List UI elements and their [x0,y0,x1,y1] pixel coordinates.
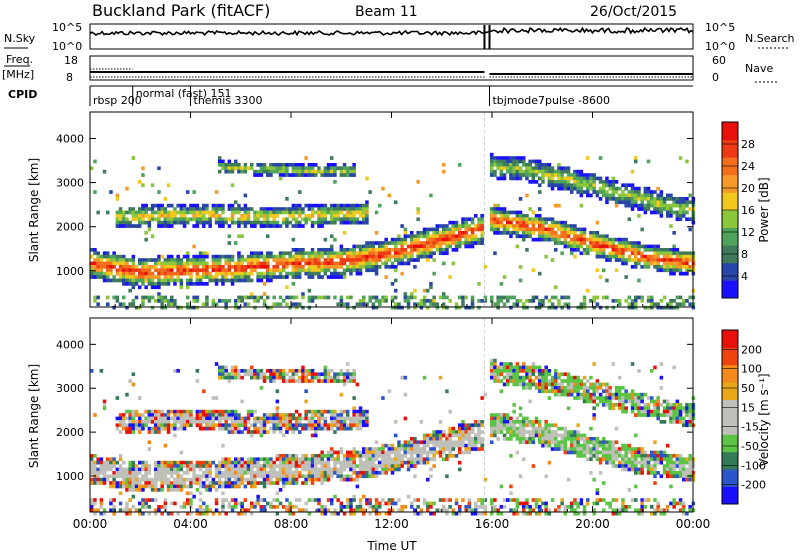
colorbar-tick-label: 100 [741,363,762,376]
colorbar-segment [722,451,738,470]
freq-frame [89,55,694,81]
x-tick-label: 20:00 [575,517,610,531]
freq-tick-top: 18 [64,54,78,67]
colorbar-tick-label: 8 [741,248,748,261]
x-tick-label: 00:00 [676,517,711,531]
cpid-segment-label: rbsp 200 [93,94,142,107]
colorbar-segment [722,139,738,158]
colorbar-segment [722,210,738,228]
colorbar-segment [722,382,738,400]
power-colorbar-title: Power [dB] [757,177,771,242]
heatmap-cells [90,152,696,310]
power-colorbar: 28 24 20 16 12 8 4 [721,121,755,299]
colorbar-tick-label: -50 [741,440,759,453]
colorbar-frame [721,329,739,505]
freq-panel [89,55,694,81]
heatmap-cells [90,358,696,516]
colorbar-segment [722,122,738,140]
nsearch-tick-top: 10^5 [705,21,735,34]
freq-unit: [MHz] [2,68,34,81]
colorbar-tick-label: 200 [741,343,762,356]
colorbar-tick-label: -100 [741,459,766,472]
colorbar-segment [722,330,738,348]
y-tick-label: 2000 [56,221,84,234]
power-heatmap: 1000 2000 3000 4000 [56,111,696,310]
y-tick-label: 1000 [56,470,84,483]
cpid-label: CPID [8,88,37,101]
cpid-segment-label: tbjmode7pulse -8600 [492,94,610,107]
y-tick-label: 3000 [56,177,84,190]
y-tick-label: 4000 [56,132,84,145]
colorbar-segment [722,364,738,383]
cpid-segment-label: themis 3300 [194,94,263,107]
colorbar-segment [722,469,738,487]
colorbar-tick-label: 4 [741,270,748,283]
velocity-heatmap: 1000 2000 3000 4000 00:00 04:00 08:00 12:00 16:0… [56,317,711,531]
nave-tick-top: 60 [712,54,726,67]
nave-label: Nave [745,62,773,75]
colorbar-tick-label: 16 [741,204,755,217]
colorbar-segment [722,347,738,366]
beam-label: Beam 11 [355,4,418,20]
nsearch-label: N.Search [745,32,795,45]
y-tick-label: 3000 [56,382,84,395]
x-tick-label: 04:00 [173,517,208,531]
colorbar-tick-label: -15 [741,421,759,434]
freq-tick-bottom: 8 [66,71,73,84]
colorbar-tick-label: 12 [741,226,755,239]
nsky-tick-bottom: 10^0 [52,40,82,53]
nsky-label: N.Sky [4,32,36,45]
nsky-frame [89,23,694,50]
power-ylabel: Slant Range [km] [27,158,41,262]
velocity-colorbar-title: Velocity [m s⁻¹] [757,373,771,466]
x-axis-label: Time UT [366,539,417,553]
nsky-trace [89,26,694,37]
site-title: Buckland Park (fitACF) [92,1,270,20]
date-label: 26/Oct/2015 [590,4,677,20]
freq-label: Freq. [6,53,33,66]
colorbar-segment [722,434,738,453]
colorbar-segment [722,227,738,246]
y-tick-label: 1000 [56,265,84,278]
colorbar-segment [722,399,738,418]
y-tick-label: 4000 [56,338,84,351]
colorbar-tick-label: 50 [741,382,755,395]
colorbar-segment [722,192,738,211]
colorbar-segment [722,417,738,435]
cpid-segment-label: normal (fast) 151 [136,87,232,100]
nave-tick-bottom: 0 [712,71,719,84]
colorbar-segment [722,174,738,193]
nsearch-tick-bottom: 10^0 [705,40,735,53]
colorbar-segment [722,262,738,281]
nsky-panel [89,23,694,50]
x-tick-label: 08:00 [274,517,309,531]
velocity-colorbar: 200 100 50 15 -15 -50 -100 -200 [721,329,766,505]
colorbar-tick-label: 28 [741,138,755,151]
colorbar-tick-label: 20 [741,182,755,195]
x-tick-label: 12:00 [374,517,409,531]
nsky-tick-top: 10^5 [52,21,82,34]
velocity-ylabel: Slant Range [km] [27,364,41,468]
x-tick-label: 16:00 [475,517,510,531]
colorbar-segment [722,486,738,505]
colorbar-tick-label: 24 [741,160,755,173]
colorbar-segment [722,280,738,299]
x-tick-label: 00:00 [73,517,108,531]
colorbar-tick-label: -200 [741,479,766,492]
colorbar-tick-label: 15 [741,401,755,414]
y-tick-label: 2000 [56,426,84,439]
